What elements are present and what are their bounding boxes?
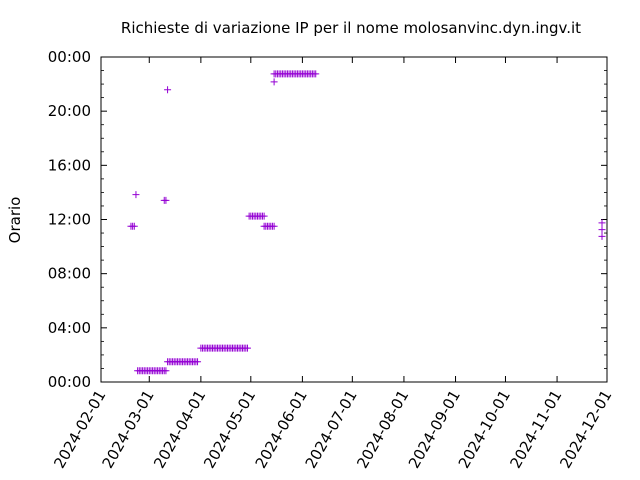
x-tick-label: 2024-04-01: [150, 387, 209, 472]
y-axis-ticks: 00:00 04:00 08:00 12:00 16:00 20:00 00:00: [48, 48, 607, 391]
data-point: [132, 191, 140, 199]
x-tick-label: 2024-09-01: [405, 387, 464, 472]
y-tick-label: 20:00: [48, 102, 91, 120]
data-point: [243, 344, 251, 352]
x-tick-label: 2024-07-01: [302, 387, 361, 472]
x-tick-label: 2024-03-01: [99, 387, 158, 472]
data-point: [162, 196, 170, 204]
y-tick-label: 00:00: [48, 373, 91, 391]
data-point: [270, 222, 278, 230]
data-point: [312, 70, 320, 78]
x-tick-label: 2024-11-01: [506, 387, 565, 472]
x-tick-label: 2024-05-01: [200, 387, 259, 472]
chart-title: Richieste di variazione IP per il nome m…: [121, 19, 581, 37]
plot-frame: [100, 56, 608, 383]
axes: [100, 56, 608, 383]
y-tick-label: 16:00: [48, 156, 91, 174]
x-tick-label: 2024-06-01: [252, 387, 311, 472]
data-point: [598, 226, 606, 234]
data-point: [130, 222, 138, 230]
data-point: [598, 232, 606, 240]
data-point: [270, 78, 278, 86]
data-point: [194, 358, 202, 366]
x-tick-label: 2024-12-01: [556, 387, 615, 472]
y-tick-label: 12:00: [48, 211, 91, 229]
y-tick-label: 04:00: [48, 319, 91, 337]
y-tick-label: 00:00: [48, 48, 91, 66]
y-tick-label: 08:00: [48, 265, 91, 283]
data-point: [164, 86, 172, 94]
data-point: [162, 367, 170, 375]
x-tick-label: 2024-08-01: [353, 387, 412, 472]
x-axis-ticks: 2024-02-012024-03-012024-04-012024-05-01…: [50, 57, 615, 472]
y-axis-label: Orario: [6, 197, 24, 244]
x-tick-label: 2024-10-01: [455, 387, 514, 472]
data-points: [127, 70, 606, 375]
data-point: [260, 212, 268, 220]
data-point: [598, 219, 606, 227]
